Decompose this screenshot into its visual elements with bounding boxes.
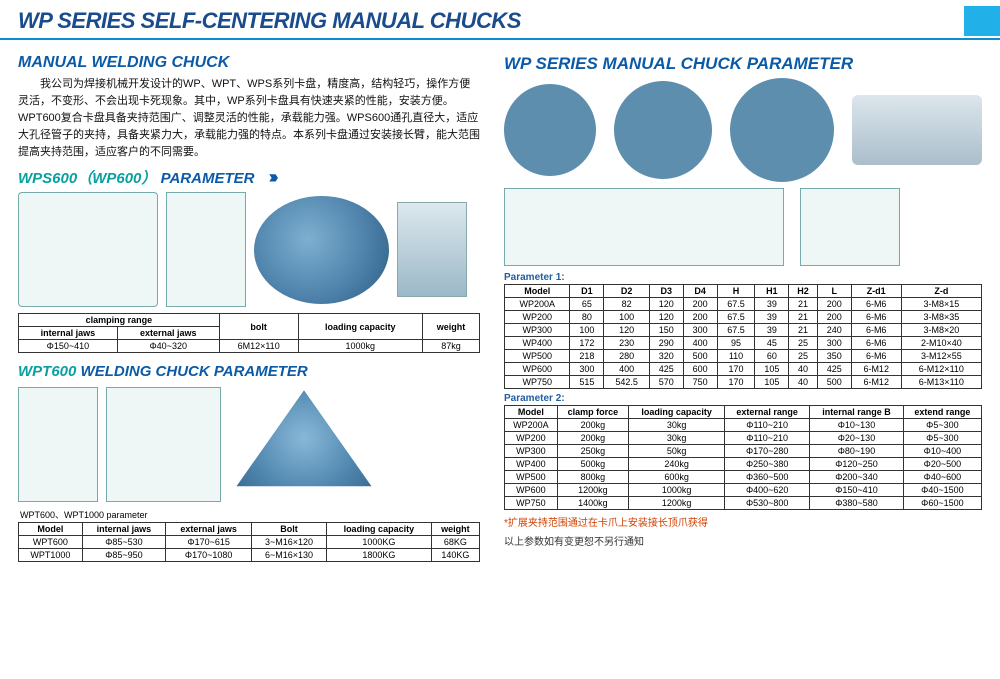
table-header: H1 xyxy=(755,285,789,298)
wpt-parameter-table: Modelinternal jawsexternal jawsBoltloadi… xyxy=(18,522,480,562)
wp-dimension-diagrams xyxy=(504,188,982,266)
chuck-photo-2 xyxy=(614,81,712,179)
table-header: Z-d xyxy=(901,285,981,298)
wp-series-photo-row xyxy=(504,78,982,182)
table-row: Φ150~410 Φ40~320 6M12×110 1000kg 87kg xyxy=(19,340,480,353)
table-row: WP50021828032050011060253506-M63-M12×55 xyxy=(505,350,982,363)
table-row: WPT1000Φ85~950Φ170~10806~M16×1301800KG14… xyxy=(19,549,480,562)
wps600-diagram-row xyxy=(18,192,480,307)
table-header: external range xyxy=(725,406,810,419)
th-loading-capacity: loading capacity xyxy=(298,314,422,340)
subheading-wps600: WPS600（WP600） PARAMETER ››› xyxy=(18,167,480,188)
subheading-parameter: PARAMETER xyxy=(161,170,255,187)
wps600-photo xyxy=(254,196,389,304)
footnote-1: *扩展夹持范围通过在卡爪上安装接长顶爪获得 xyxy=(504,514,982,529)
table-header: Model xyxy=(19,523,83,536)
table-header: Model xyxy=(505,406,558,419)
table-header: internal range B xyxy=(810,406,904,419)
wpt600-diagram-row xyxy=(18,384,480,504)
table-header: Bolt xyxy=(252,523,327,536)
section-heading-manual-welding-chuck: MANUAL WELDING CHUCK xyxy=(18,54,480,72)
table-header: Z-d1 xyxy=(851,285,901,298)
page-title: WP SERIES SELF-CENTERING MANUAL CHUCKS xyxy=(18,8,1000,34)
table-row: WP500800kg600kgΦ360~500Φ200~340Φ40~600 xyxy=(505,471,982,484)
table-header: H xyxy=(717,285,755,298)
parameter-2-label: Parameter 2: xyxy=(504,393,982,404)
table-row: WP6001200kg1000kgΦ400~620Φ150~410Φ40~150… xyxy=(505,484,982,497)
table-header: L xyxy=(817,285,851,298)
table-header: loading capacity xyxy=(326,523,431,536)
table-header: weight xyxy=(431,523,479,536)
wps600-section-diagram xyxy=(166,192,246,307)
wpt-table-caption: WPT600、WPT1000 parameter xyxy=(20,508,480,521)
table-header: extend range xyxy=(903,406,981,419)
table-header: internal jaws xyxy=(82,523,165,536)
wp-section-diagram xyxy=(504,188,784,266)
parameter-1-label: Parameter 1: xyxy=(504,272,982,283)
th-bolt: bolt xyxy=(219,314,298,340)
th-external-jaws: external jaws xyxy=(117,327,219,340)
table-row: WP200A658212020067.539212006-M63-M8×15 xyxy=(505,298,982,311)
section-heading-wp-series-parameter: WP SERIES MANUAL CHUCK PARAMETER xyxy=(504,54,982,74)
subheading-model-wpt: WPT600 xyxy=(18,363,76,380)
wps600-front-diagram xyxy=(18,192,158,307)
th-weight: weight xyxy=(423,314,480,340)
footnote-2: 以上参数如有变更恕不另行通知 xyxy=(504,533,982,548)
table-header: D3 xyxy=(649,285,683,298)
table-row: WP2008010012020067.539212006-M63-M8×35 xyxy=(505,311,982,324)
table-header: D2 xyxy=(604,285,649,298)
table-row: WP4001722302904009545253006-M62-M10×40 xyxy=(505,337,982,350)
chuck-photo-4 xyxy=(852,95,982,165)
table-row: WP30010012015030067.539212406-M63-M8×20 xyxy=(505,324,982,337)
chuck-photo-3 xyxy=(730,78,834,182)
content-columns: MANUAL WELDING CHUCK 我公司为焊接机械开发设计的WP、WPT… xyxy=(0,40,1000,562)
left-column: MANUAL WELDING CHUCK 我公司为焊接机械开发设计的WP、WPT… xyxy=(18,48,480,562)
wpt600-photo xyxy=(229,384,379,504)
table-header: loading capacity xyxy=(629,406,725,419)
wpt600-front-diagram xyxy=(106,387,221,502)
table-row: WP300250kg50kgΦ170~280Φ80~190Φ10~400 xyxy=(505,445,982,458)
wpt600-section-diagram xyxy=(18,387,98,502)
th-clamping-range: clamping range xyxy=(19,314,220,327)
table-header: D4 xyxy=(683,285,717,298)
table-header: Model xyxy=(505,285,570,298)
title-bar: WP SERIES SELF-CENTERING MANUAL CHUCKS xyxy=(0,0,1000,40)
wps600-part-photo xyxy=(397,202,467,297)
table-row: WP200200kg30kgΦ110~210Φ20~130Φ5~300 xyxy=(505,432,982,445)
table-row: WP750515542.5570750170105405006-M126-M13… xyxy=(505,376,982,389)
title-accent-box xyxy=(964,6,1000,36)
chinese-description: 我公司为焊接机械开发设计的WP、WPT、WPS系列卡盘，精度高，结构轻巧，操作方… xyxy=(18,76,480,161)
table-row: WP200A200kg30kgΦ110~210Φ10~130Φ5~300 xyxy=(505,419,982,432)
table-header: D1 xyxy=(570,285,604,298)
table-header: external jaws xyxy=(166,523,252,536)
table-row: WP400500kg240kgΦ250~380Φ120~250Φ20~500 xyxy=(505,458,982,471)
arrow-icon: ››› xyxy=(269,167,275,187)
parameter-1-table: ModelD1D2D3D4HH1H2LZ-d1Z-dWP200A65821202… xyxy=(504,284,982,389)
subheading-wpt600: WPT600 WELDING CHUCK PARAMETER xyxy=(18,363,480,380)
chuck-photo-1 xyxy=(504,84,596,176)
table-row: WP600300400425600170105404256-M126-M12×1… xyxy=(505,363,982,376)
parameter-2-table: Modelclamp forceloading capacityexternal… xyxy=(504,405,982,510)
table-row: WP7501400kg1200kgΦ530~800Φ380~580Φ60~150… xyxy=(505,497,982,510)
table-header: H2 xyxy=(789,285,817,298)
subheading-model: WPS600（WP600） xyxy=(18,170,156,187)
right-column: WP SERIES MANUAL CHUCK PARAMETER Paramet… xyxy=(504,48,982,562)
th-internal-jaws: internal jaws xyxy=(19,327,118,340)
table-row: WPT600Φ85~530Φ170~6153~M16×1201000KG68KG xyxy=(19,536,480,549)
table-header: clamp force xyxy=(557,406,628,419)
wp-plan-diagram xyxy=(800,188,900,266)
wps600-parameter-table: clamping range bolt loading capacity wei… xyxy=(18,313,480,353)
subheading-wpt-parameter: WELDING CHUCK PARAMETER xyxy=(81,363,308,380)
